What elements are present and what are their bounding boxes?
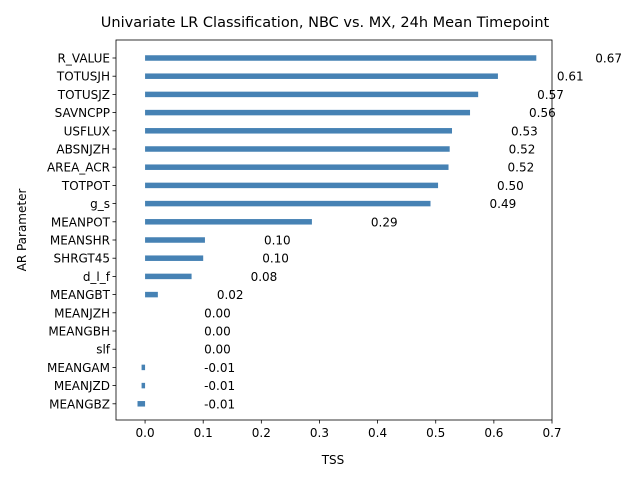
y-tick-label: MEANGBH [48,325,110,339]
bar-meanpot [145,219,312,225]
value-label: 0.56 [529,106,556,120]
x-tick-label: 0.7 [542,426,561,440]
y-tick-label: AREA_ACR [47,161,110,175]
value-label: 0.57 [537,88,564,102]
value-label: 0.52 [508,161,535,175]
bar-totusjz [145,91,479,98]
bar-meanjzd [141,382,146,389]
bar-meangam [141,364,146,371]
y-tick-label: SHRGT45 [54,252,110,266]
value-label: 0.53 [511,124,538,138]
value-label: -0.01 [204,397,235,411]
y-axis-label: AR Parameter [15,189,29,272]
y-tick-label: ABSNJZH [56,143,110,157]
value-label: 0.49 [490,197,517,211]
plot-frame [115,39,553,421]
x-axis-label: TSS [321,453,345,467]
x-tick-label: 0.1 [194,426,213,440]
value-label: 0.10 [262,252,289,266]
y-tick-label: TOTUSJH [56,70,110,84]
value-label: -0.01 [204,361,235,375]
y-tick-label: SAVNCPP [55,106,110,120]
value-label: 0.10 [264,234,291,248]
y-tick-label: MEANSHR [50,234,110,248]
bar-savncpp [145,109,471,116]
bar-absnjzh [145,146,450,152]
y-tick-label: d_l_f [83,270,111,284]
y-tick-label: MEANGAM [47,361,110,375]
bar-totpot [145,182,439,189]
value-label: 0.29 [371,215,398,229]
bar-meanshr [145,237,205,243]
bar-meangbz [137,401,146,407]
y-tick-label: MEANJZH [54,306,110,320]
chart-title: Univariate LR Classification, NBC vs. MX… [101,15,550,31]
bar-usflux [145,128,453,134]
y-tick-label: TOTUSJZ [57,88,110,102]
x-tick-label: 0.5 [426,426,445,440]
y-tick-label: slf [96,343,111,357]
value-label: 0.08 [251,270,278,284]
axes-layer: R_VALUE TOTUSJH TOTUSJZ SAVNCPP USFLUX ABSNJZ… [47,39,562,440]
bar-meangbt [145,291,158,298]
bar-totusjh [145,73,498,79]
y-tick-label: MEANGBZ [49,397,110,411]
x-tick-label: 0.3 [310,426,329,440]
y-tick-label: MEANJZD [54,379,110,393]
value-label: 0.67 [595,52,622,66]
x-tick-label: 0.4 [368,426,387,440]
bar-area-acr [145,164,449,170]
value-label: 0.02 [217,288,244,302]
x-tick-label: 0.2 [252,426,271,440]
value-label: 0.00 [204,306,231,320]
bar-g-s [145,200,431,207]
x-tick-label: 0.0 [136,426,155,440]
value-label: 0.52 [509,143,536,157]
value-label: 0.00 [204,343,231,357]
value-label: 0.50 [497,179,524,193]
bars-layer [137,55,537,407]
y-tick-label: MEANGBT [50,288,111,302]
bar-d-l-f [145,273,192,280]
bar-r-value [145,55,537,61]
y-tick-label: R_VALUE [58,52,110,66]
value-label: -0.01 [204,379,235,393]
value-labels-layer: 0.67 0.61 0.57 0.56 0.53 0.52 0.52 0.50 0.49 0.29… [204,52,622,412]
y-tick-label: TOTPOT [61,179,111,193]
value-label: 0.61 [557,70,584,84]
y-tick-label: MEANPOT [51,215,111,229]
x-tick-label: 0.6 [484,426,503,440]
y-tick-label: g_s [90,197,110,211]
y-tick-label: USFLUX [64,124,110,138]
bar-shrgt45 [145,255,204,261]
value-label: 0.00 [204,325,231,339]
